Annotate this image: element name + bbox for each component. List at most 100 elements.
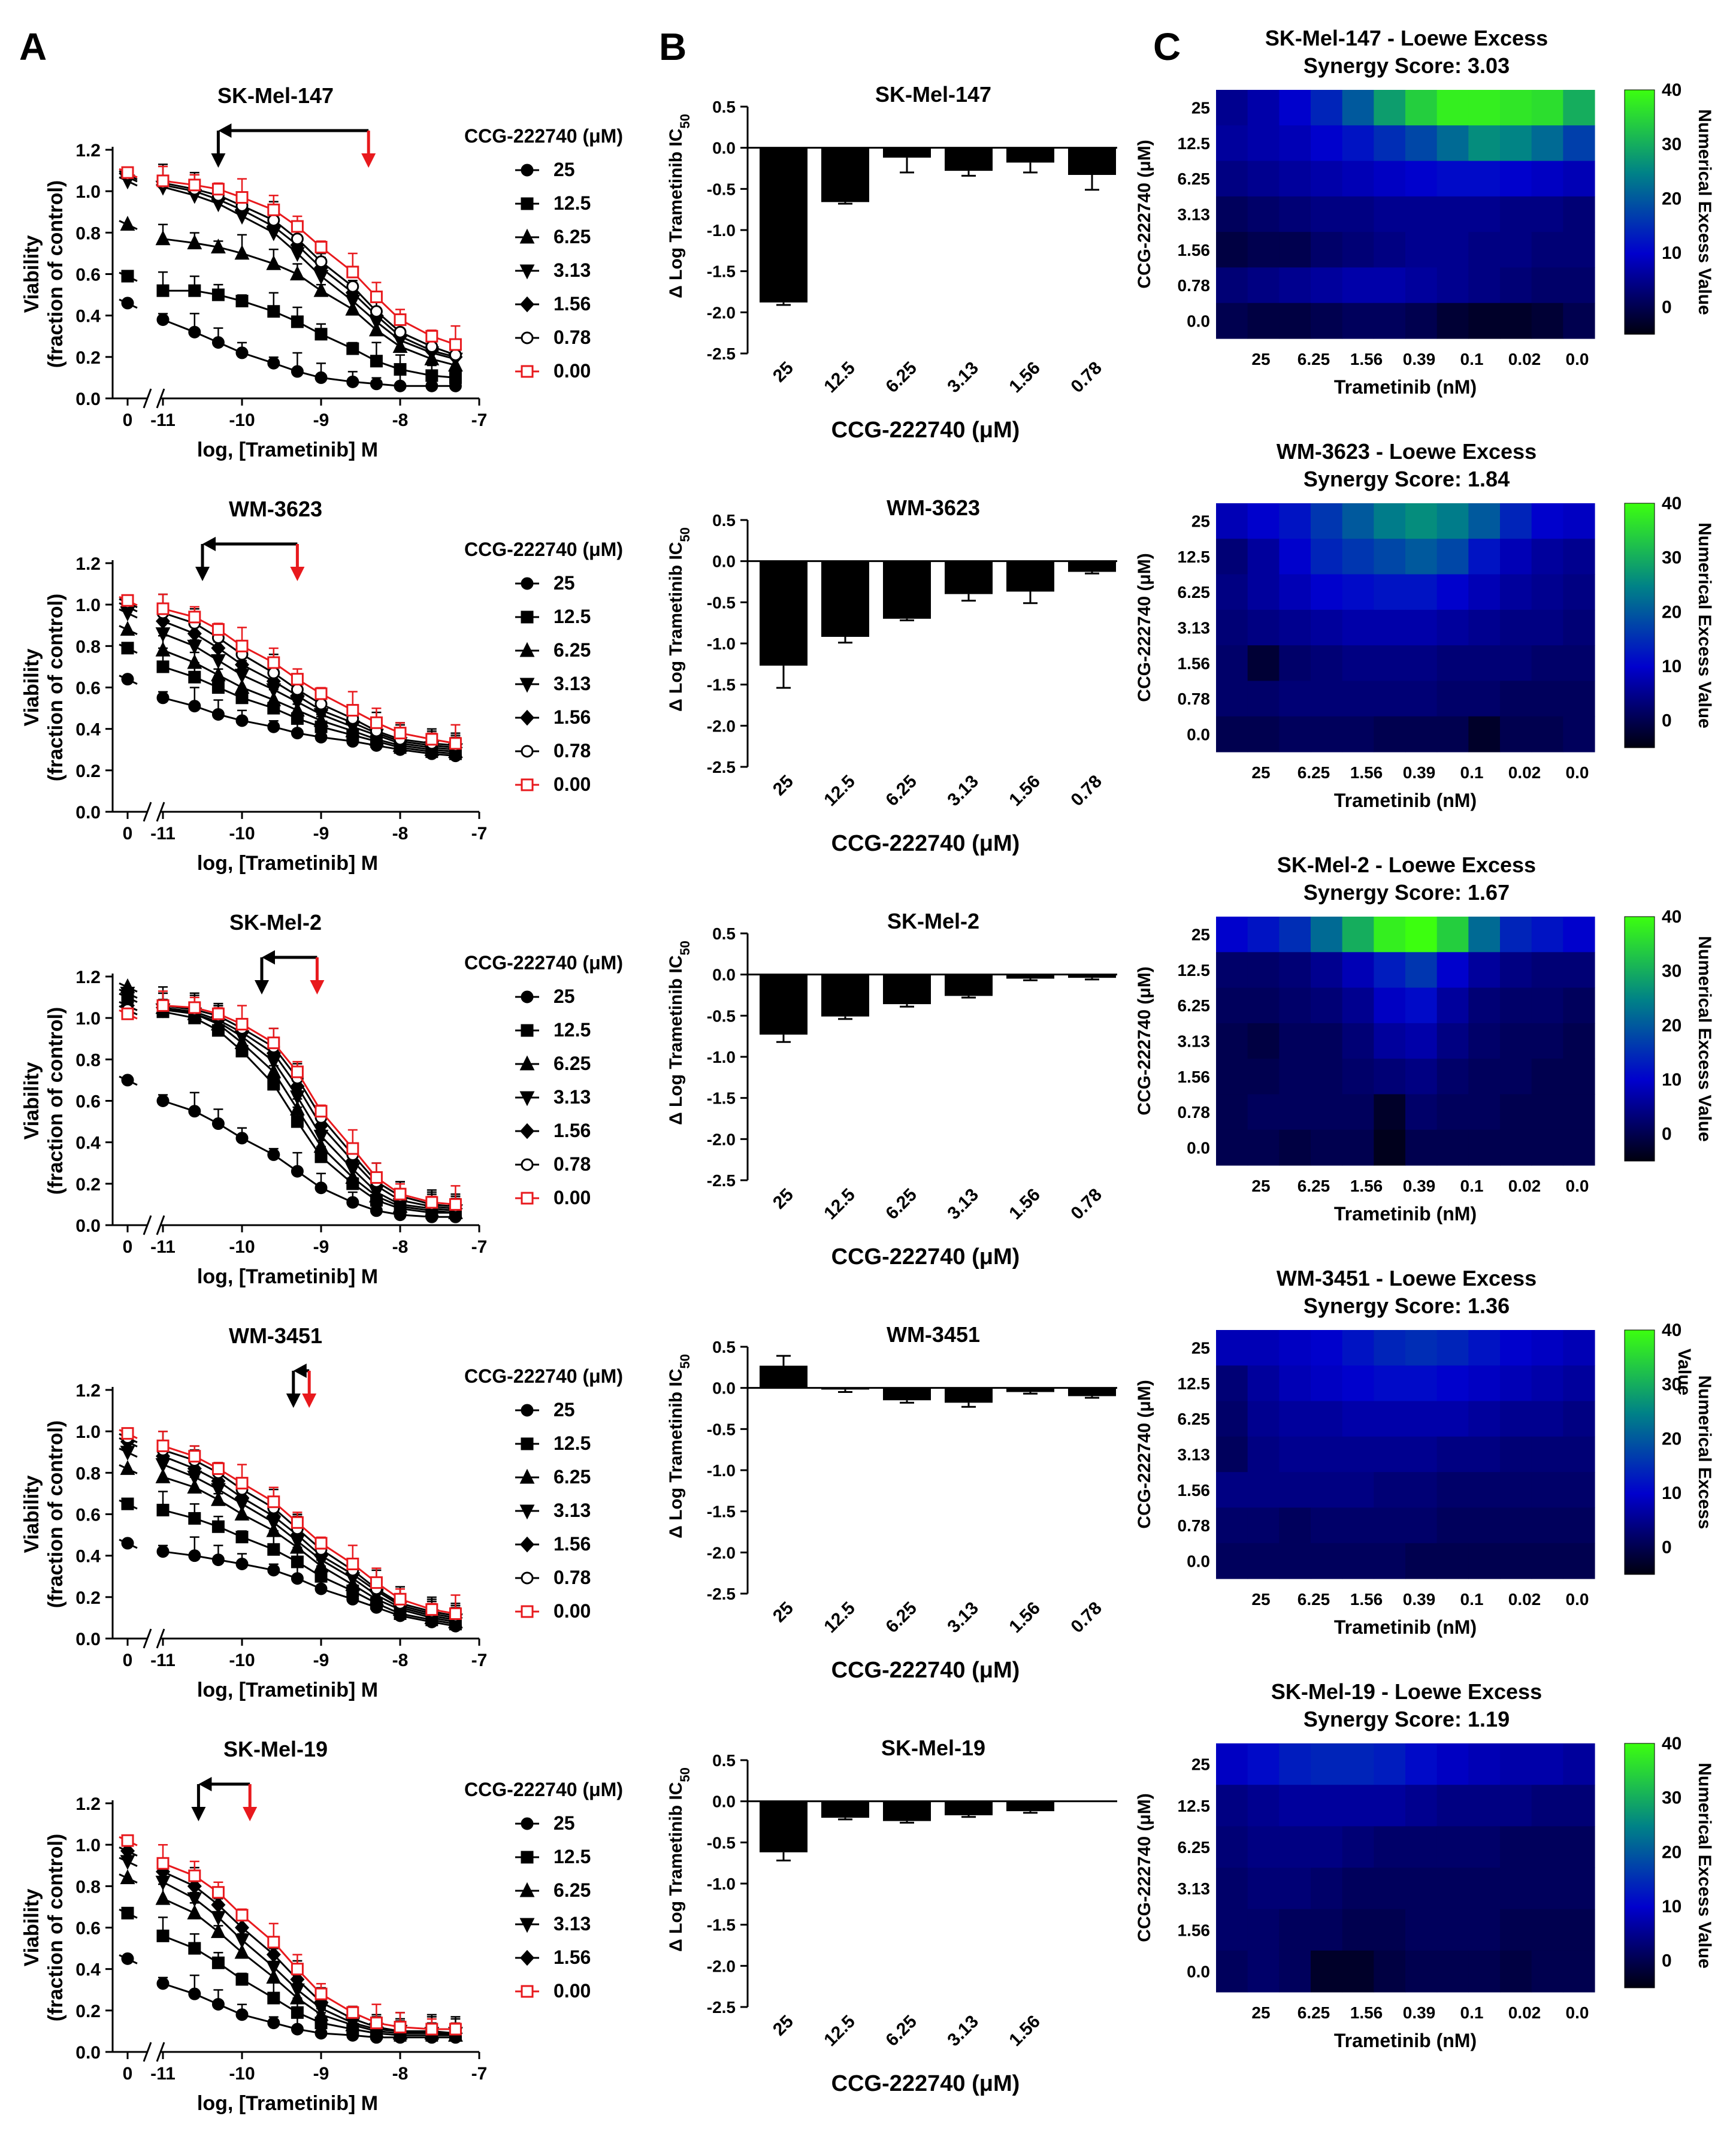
heatmap-cell (1279, 90, 1311, 126)
x-tick-label: -7 (471, 1237, 488, 1257)
axis-break-mark (143, 2042, 152, 2062)
y-tick-label: -1.0 (707, 221, 736, 240)
y-tick-label: 0.8 (75, 637, 101, 657)
heatmap-cell (1531, 645, 1563, 682)
chart-title: SK-Mel-19 (223, 1737, 328, 1761)
x-tick-label: -10 (229, 824, 255, 844)
y-axis-label-subscript: 50 (678, 1354, 692, 1368)
heatmap-cell (1468, 267, 1501, 304)
heatmap-cell (1279, 1436, 1311, 1473)
data-point (156, 602, 170, 615)
y-tick-label: -2.5 (707, 1171, 736, 1190)
heatmap-cell (1500, 574, 1532, 610)
legend-label: 3.13 (554, 1500, 591, 1521)
y-tick-label: 0.78 (1178, 1516, 1211, 1535)
y-tick-label: -1.0 (707, 634, 736, 653)
x-tick-label: -11 (150, 1237, 176, 1257)
legend-label: 6.25 (554, 1466, 591, 1488)
heatmap-cell (1311, 645, 1343, 682)
data-point (155, 613, 171, 630)
zero-dose-point (120, 987, 135, 1002)
heatmap-cell (1374, 1365, 1406, 1402)
heatmap-cell (1405, 503, 1438, 539)
heatmap-cell (1342, 232, 1374, 268)
heatmap-cell (1563, 681, 1595, 717)
bar-12.5 (821, 1801, 869, 1818)
shift-arrow-head (202, 537, 216, 551)
y-axis-label: CCG-222740 (μM) (1135, 1793, 1154, 1942)
x-tick-label: 25 (1251, 350, 1270, 368)
zero-dose-point (121, 1074, 134, 1087)
data-point (449, 371, 462, 384)
heatmap-cell (1436, 716, 1469, 752)
y-tick-label: 0.4 (75, 1133, 101, 1153)
y-tick-label: -0.5 (707, 1006, 736, 1025)
heatmap-cell (1342, 196, 1374, 232)
red-arrow-head (310, 980, 325, 995)
y-tick-label: 0.5 (712, 924, 736, 943)
data-point (291, 673, 304, 686)
x-axis-label: log, [Trametinib] M (197, 1265, 378, 1288)
data-point (449, 1198, 462, 1211)
heatmap-cell (1563, 1826, 1595, 1869)
heatmap-cell (1563, 1543, 1595, 1579)
heatmap-cell (1563, 609, 1595, 646)
heatmap-cell (1279, 1401, 1311, 1437)
axis-break-mark (156, 1628, 165, 1649)
heatmap-cell (1468, 539, 1501, 575)
y-tick-label: -2.5 (707, 1998, 736, 2017)
heatmap-cell (1500, 1785, 1532, 1827)
series-0.00 (119, 593, 462, 750)
heatmap-cell (1563, 1743, 1595, 1785)
heatmap-cell (1247, 503, 1280, 539)
legend-marker (521, 1437, 534, 1450)
x-tick-label: 0.39 (1403, 2003, 1436, 2022)
heatmap-cell (1531, 1950, 1563, 1993)
heatmap-cell (1311, 574, 1343, 610)
heatmap-cell (1563, 1867, 1595, 1910)
heatmap-cell (1531, 1909, 1563, 1951)
data-point (291, 1572, 304, 1585)
heatmap-cell (1468, 1743, 1501, 1785)
legend-label: 25 (554, 986, 575, 1007)
data-point (211, 708, 225, 721)
heatmap-cell (1500, 1401, 1532, 1437)
axis-break-mark (143, 1215, 152, 1235)
bar-3.13 (945, 1801, 993, 1816)
heatmap-title: SK-Mel-147 - Loewe Excess (1265, 26, 1548, 50)
x-tick-label: -8 (392, 2064, 409, 2084)
colorbar-tick-label: 10 (1662, 1070, 1681, 1090)
x-tick-label: -7 (471, 1651, 488, 1670)
heatmap-cell (1563, 125, 1595, 162)
data-point (425, 1196, 438, 1209)
y-tick-label: 0.5 (712, 1338, 736, 1356)
heatmap-cell (1311, 503, 1343, 539)
heatmap-cell (1374, 303, 1406, 339)
x-tick-label: -9 (313, 1651, 329, 1670)
heatmap-cell (1405, 90, 1438, 126)
data-point (188, 670, 201, 684)
heatmap-cell (1279, 1867, 1311, 1910)
x-axis-label: Trametinib (nM) (1334, 2030, 1477, 2051)
bar-12.5 (821, 147, 869, 202)
x-tick-label: -11 (150, 2064, 176, 2084)
heatmap-cell (1311, 952, 1343, 989)
heatmap-cell (1500, 1023, 1532, 1059)
heatmap-cell (1311, 1401, 1343, 1437)
heatmap-cell (1500, 1059, 1532, 1095)
data-point (267, 2017, 280, 2030)
data-point (425, 340, 438, 353)
y-axis-label-secondary: (fraction of control) (44, 1834, 67, 2022)
bar-6.25 (883, 1388, 931, 1401)
heatmap-cell (1216, 1401, 1248, 1437)
heatmap-cell (1279, 1507, 1311, 1544)
heatmap-cell (1216, 196, 1248, 232)
heatmap-cell (1342, 1950, 1374, 1993)
heatmap-cell (1374, 1950, 1406, 1993)
heatmap-cell (1311, 303, 1343, 339)
data-point (156, 1545, 170, 1558)
axis-break-mark (156, 802, 165, 822)
heatmap-cell (1374, 267, 1406, 304)
legend-label: 0.78 (554, 1153, 591, 1175)
data-point (188, 610, 201, 624)
